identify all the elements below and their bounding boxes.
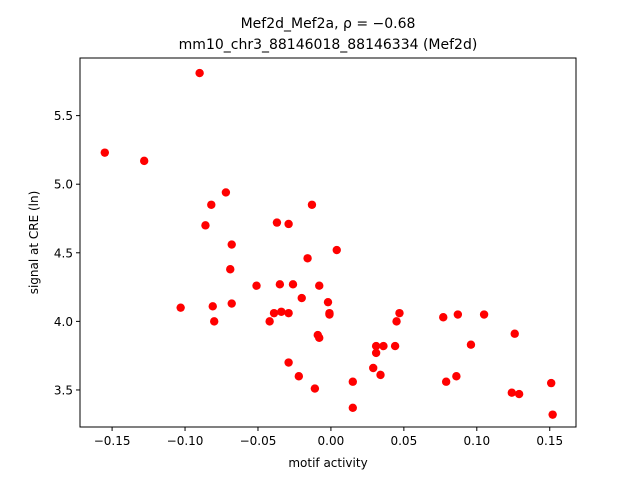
data-point-51	[510, 329, 519, 338]
y-tick-label-3: 5.0	[54, 178, 73, 192]
data-point-43	[395, 308, 404, 318]
data-point-15	[272, 218, 282, 227]
data-point-42	[392, 317, 401, 326]
data-point-4	[201, 221, 210, 230]
x-tick-label-6: 0.15	[536, 434, 563, 448]
data-point-19	[284, 308, 293, 318]
x-tick-label-0: −0.15	[94, 434, 131, 448]
data-point-21	[288, 280, 298, 289]
plot-area-frame	[79, 57, 577, 428]
data-point-47	[453, 310, 463, 319]
data-point-54	[548, 410, 557, 419]
data-point-0	[100, 148, 110, 157]
data-point-23	[297, 293, 306, 303]
data-point-28	[315, 281, 324, 290]
data-point-12	[252, 281, 261, 290]
data-point-1	[139, 156, 149, 166]
data-point-18	[284, 219, 293, 229]
y-tick-label-1: 4.0	[54, 315, 73, 329]
data-point-25	[307, 200, 317, 209]
x-tick-label-5: 0.10	[463, 434, 490, 448]
data-point-20	[284, 358, 293, 367]
data-point-49	[479, 310, 489, 319]
data-point-36	[369, 363, 378, 373]
y-axis-label: signal at CRE (ln)	[27, 191, 41, 295]
chart-title-line1: Mef2d_Mef2a, ρ = −0.68	[241, 16, 416, 32]
data-point-33	[332, 245, 341, 255]
x-axis-ticks: −0.15 −0.10 −0.05 0.00 0.05 0.10 0.15	[94, 427, 563, 448]
x-tick-label-3: 0.00	[318, 434, 345, 448]
data-point-17	[277, 307, 286, 316]
data-point-53	[547, 378, 556, 388]
data-point-41	[390, 341, 400, 351]
chart-title-line2: mm10_chr3_88146018_88146334 (Mef2d)	[179, 37, 478, 53]
data-point-32	[325, 310, 334, 319]
data-point-39	[376, 370, 385, 380]
x-axis-label: motif activity	[288, 456, 367, 470]
data-point-26	[310, 384, 320, 393]
x-tick-label-2: −0.05	[240, 434, 277, 448]
data-point-10	[227, 240, 236, 249]
data-point-7	[210, 317, 219, 326]
data-point-35	[348, 403, 357, 412]
data-point-48	[466, 340, 476, 349]
data-point-34	[348, 377, 357, 386]
data-point-45	[441, 377, 451, 386]
data-point-6	[208, 302, 217, 311]
data-point-5	[207, 200, 216, 209]
data-point-22	[294, 372, 304, 381]
y-tick-label-2: 4.5	[54, 246, 73, 260]
data-point-14	[269, 308, 279, 318]
data-point-40	[379, 341, 388, 351]
data-point-2	[176, 303, 185, 312]
y-tick-label-4: 5.5	[54, 109, 73, 123]
data-point-50	[507, 388, 517, 397]
data-points	[100, 68, 557, 419]
data-point-9	[226, 265, 235, 274]
y-axis-ticks: 3.5 4.0 4.5 5.0 5.5	[54, 109, 80, 397]
data-point-37	[371, 348, 381, 358]
data-point-24	[303, 254, 312, 263]
y-tick-label-0: 3.5	[54, 383, 73, 397]
data-point-46	[452, 372, 461, 381]
data-point-11	[227, 299, 236, 308]
data-point-44	[439, 313, 448, 322]
data-point-38	[371, 341, 381, 351]
data-point-13	[265, 317, 274, 326]
data-point-3	[195, 68, 204, 78]
data-point-30	[323, 297, 333, 307]
x-tick-label-4: 0.05	[390, 434, 417, 448]
data-point-8	[221, 188, 231, 197]
data-point-29	[315, 333, 324, 343]
data-point-16	[275, 280, 285, 289]
data-point-52	[514, 389, 524, 399]
x-tick-label-1: −0.10	[167, 434, 204, 448]
